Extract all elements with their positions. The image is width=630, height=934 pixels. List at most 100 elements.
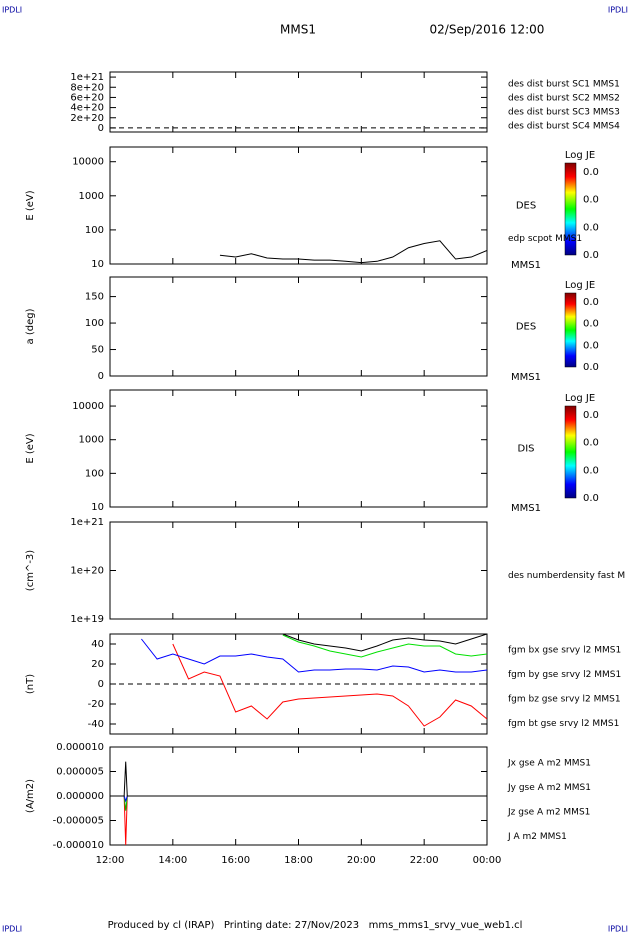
colorbar-tick-label: 0.0 [583,195,599,206]
corner-label: IPDLI [2,925,22,934]
legend-entry: fgm bx gse srvy l2 MMS1 [508,646,621,656]
colorbar-title: Log JE [565,393,595,404]
y-tick-label: -0.000010 [53,840,104,851]
panel-frame [109,71,488,133]
legend-entry: fgm bt gse srvy l2 MMS1 [508,719,619,729]
colorbar-tick-label: 0.0 [583,410,599,421]
data-line [110,795,487,803]
y-axis-label: E (eV) [25,190,36,220]
x-tick-label: 22:00 [410,855,439,866]
y-tick-label: -0.000005 [53,816,104,827]
y-tick-label: 0.000010 [56,742,104,753]
y-axis-label: E (eV) [25,433,36,463]
panel-frame [109,146,488,265]
colorbar-tick-label: 0.0 [583,222,599,233]
colorbar [564,405,577,499]
y-tick-label: 0 [98,679,104,690]
y-tick-label: 10000 [72,157,104,168]
y-axis-label: a (deg) [25,308,36,344]
y-tick-label: 2e+20 [70,113,104,124]
corner-label: IPDLI [608,925,628,934]
y-tick-label: 0.000000 [56,791,104,802]
y-tick-label: 10 [91,259,104,270]
colorbar-tick-label: 0.0 [583,297,599,308]
spacecraft-label: MMS1 [511,260,541,271]
y-tick-label: 10 [91,502,104,513]
data-line [110,761,487,797]
panel-frame [109,521,488,620]
series-label: edp scpot MMS1 [508,234,582,244]
y-tick-label: 8e+20 [70,82,104,93]
panel-frame [109,389,488,508]
colorbar-tick-label: 0.0 [583,493,599,504]
legend-entry: des dist burst SC3 MMS3 [508,108,620,118]
panel-frame [109,276,488,377]
colorbar-tick-label: 0.0 [583,340,599,351]
title: MMS1 [280,23,316,37]
x-tick-label: 16:00 [221,855,250,866]
legend-entry: des dist burst SC2 MMS2 [508,94,620,104]
footer: Produced by cl (IRAP) Printing date: 27/… [108,920,523,931]
data-line [141,638,487,673]
colorbar-tick-label: 0.0 [583,319,599,330]
y-axis-label: (A/m2) [25,779,36,813]
y-tick-label: 1e+20 [70,566,104,577]
legend-entry: Jx gse A m2 MMS1 [507,759,591,769]
corner-label: IPDLI [608,6,628,15]
data-line [172,643,487,727]
y-tick-label: -20 [88,699,104,710]
data-line [282,634,487,658]
y-tick-label: 100 [85,225,104,236]
y-tick-label: 100 [85,318,104,329]
y-tick-label: 0 [98,123,104,134]
y-tick-label: 0.000005 [56,767,104,778]
colorbar-tick-label: 0.0 [583,465,599,476]
y-tick-label: 100 [85,468,104,479]
y-tick-label: 1e+19 [70,614,104,625]
x-tick-label: 20:00 [347,855,376,866]
data-line [110,795,487,811]
data-line [282,634,487,652]
colorbar-tick-label: 0.0 [583,362,599,373]
y-tick-label: 50 [91,345,104,356]
legend-entry: des dist burst SC4 MMS4 [508,122,620,132]
instrument-label: DES [516,201,536,212]
spacecraft-label: MMS1 [511,503,541,514]
y-tick-label: 40 [91,639,104,650]
y-tick-label: -40 [88,719,104,730]
y-tick-label: 10000 [72,401,104,412]
y-tick-label: 4e+20 [70,103,104,114]
legend-entry: Jy gse A m2 MMS1 [507,783,591,793]
colorbar-title: Log JE [565,150,595,161]
instrument-label: DIS [518,444,535,455]
colorbar-tick-label: 0.0 [583,438,599,449]
colorbar-title: Log JE [565,280,595,291]
y-tick-label: 6e+20 [70,92,104,103]
x-tick-label: 00:00 [473,855,502,866]
data-line [219,240,487,264]
colorbar [564,162,577,256]
date: 02/Sep/2016 12:00 [430,23,545,37]
x-tick-label: 14:00 [158,855,187,866]
colorbar [564,292,577,368]
y-tick-label: 20 [91,659,104,670]
y-tick-label: 1000 [79,435,104,446]
legend-entry: des numberdensity fast M [508,571,625,581]
y-tick-label: 1000 [79,191,104,202]
y-tick-label: 150 [85,292,104,303]
legend-entry: Jz gse A m2 MMS1 [507,808,590,818]
x-tick-label: 18:00 [284,855,313,866]
spacecraft-label: MMS1 [511,372,541,383]
legend-entry: fgm by gse srvy l2 MMS1 [508,670,621,680]
colorbar-tick-label: 0.0 [583,250,599,261]
y-tick-label: 1e+21 [70,72,104,83]
legend-entry: J A m2 MMS1 [507,832,567,842]
legend-entry: fgm bz gse srvy l2 MMS1 [508,695,621,705]
legend-entry: des dist burst SC1 MMS1 [508,80,620,90]
data-line [110,795,487,845]
y-axis-label: (cm^-3) [25,550,36,591]
x-tick-label: 12:00 [96,855,125,866]
colorbar-tick-label: 0.0 [583,167,599,178]
y-tick-label: 1e+21 [70,517,104,528]
